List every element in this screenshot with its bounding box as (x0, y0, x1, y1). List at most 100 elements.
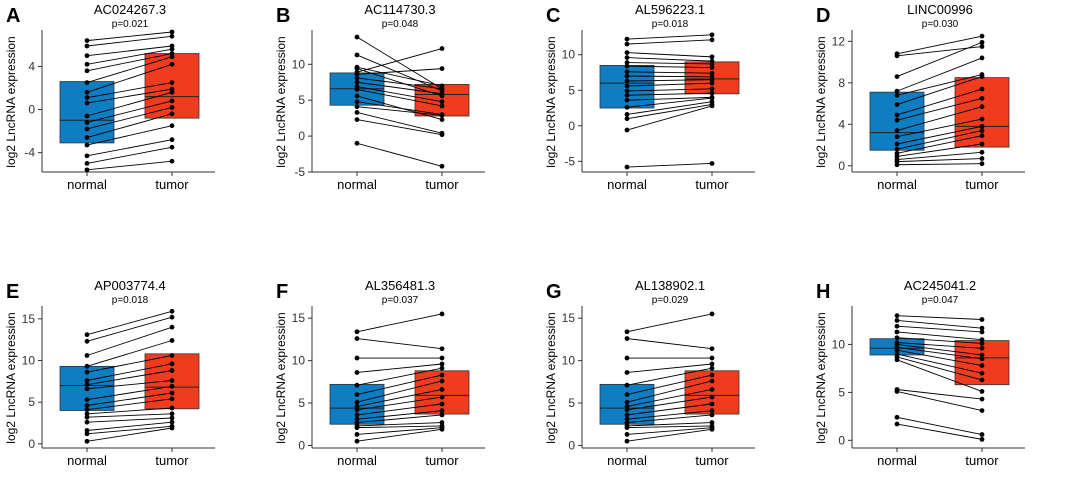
y-tick-label: 0 (28, 103, 35, 117)
tumor-point (439, 361, 445, 367)
y-tick-label: 0 (568, 119, 575, 133)
panel-g: G AL138902.1 p=0.029 log2 LncRNA expression… (544, 278, 755, 468)
pair-line (86, 82, 173, 99)
tumor-point (169, 396, 175, 402)
normal-point (624, 69, 630, 75)
pair-line (356, 374, 443, 395)
tumor-box (414, 370, 470, 415)
x-category-label: normal (607, 453, 647, 468)
pair-line (896, 88, 983, 116)
normal-point (894, 329, 900, 335)
normal-point (894, 357, 900, 363)
normal-point (624, 164, 630, 170)
normal-point (84, 167, 90, 173)
pair-line (356, 427, 443, 435)
tumor-point (439, 103, 445, 109)
y-tick-label: 0 (28, 437, 35, 451)
normal-point (84, 369, 90, 375)
pair-line (86, 417, 173, 423)
tumor-point (439, 355, 445, 361)
normal-point (84, 100, 90, 106)
tumor-point (439, 412, 445, 418)
normal-point (354, 79, 360, 85)
normal-point (894, 74, 900, 79)
normal-point (354, 420, 360, 425)
normal-point (84, 353, 90, 358)
normal-point (84, 68, 90, 74)
pair-line (356, 410, 443, 420)
panel-e: E AP003774.4 p=0.018 log2 LncRNA expression… (4, 278, 215, 468)
tumor-point (439, 394, 445, 400)
pair-line (86, 363, 173, 381)
normal-point (84, 135, 90, 140)
normal-point (894, 92, 900, 98)
normal-point (84, 338, 90, 344)
pair-line (626, 71, 713, 74)
pair-line (356, 77, 443, 90)
chart-title: AL356481.3 (365, 278, 435, 293)
tumor-point (979, 95, 985, 101)
pair-line (356, 68, 443, 75)
tumor-point (979, 352, 985, 358)
pair-line (626, 92, 713, 96)
normal-point (84, 153, 90, 159)
pair-line (86, 100, 173, 123)
normal-point (624, 416, 630, 422)
pair-line (356, 101, 443, 116)
y-tick-label: 15 (562, 311, 576, 325)
pair-line (86, 385, 173, 401)
normal-point (84, 89, 90, 95)
y-tick-label: 0 (838, 159, 845, 173)
pair-line (626, 428, 713, 442)
normal-point (84, 160, 90, 166)
normal-point (84, 142, 90, 148)
pair-line (896, 76, 983, 106)
pair-line (626, 396, 713, 411)
chart-title: AC114730.3 (364, 2, 435, 17)
normal-point (624, 83, 630, 89)
pair-line (86, 407, 173, 415)
tumor-point (979, 39, 985, 45)
pair-line (356, 36, 443, 90)
pair-line (86, 91, 173, 117)
pair-line (626, 75, 713, 78)
pair-line (896, 416, 983, 436)
tumor-point (709, 361, 715, 367)
normal-point (84, 419, 90, 425)
normal-point (354, 87, 360, 92)
pair-line (86, 35, 173, 47)
pair-line (626, 96, 713, 101)
normal-point (354, 336, 360, 341)
tumor-point (979, 55, 985, 61)
panel-letter: H (816, 281, 830, 303)
normal-point (624, 78, 630, 84)
tumor-point (979, 133, 985, 139)
normal-point (354, 52, 360, 58)
pair-line (86, 31, 173, 42)
pair-line (86, 398, 173, 411)
x-category-label: tumor (155, 177, 189, 192)
tumor-point (169, 111, 175, 117)
pair-line (896, 343, 983, 356)
tumor-point (709, 86, 715, 92)
tumor-point (169, 29, 175, 35)
normal-point (624, 382, 630, 388)
tumor-point (169, 378, 175, 383)
pair-line (896, 57, 983, 92)
pair-line (626, 97, 713, 108)
normal-point (354, 34, 360, 40)
normal-point (354, 412, 360, 418)
y-tick-label: 5 (838, 385, 845, 399)
y-tick-label: -5 (564, 154, 575, 168)
tumor-point (709, 80, 715, 86)
x-category-label: normal (67, 177, 107, 192)
normal-point (624, 407, 630, 413)
tumor-point (439, 66, 445, 72)
normal-point (894, 318, 900, 323)
y-tick-label: 5 (568, 396, 575, 410)
tumor-point (709, 95, 715, 101)
x-category-label: tumor (965, 177, 999, 192)
normal-point (894, 88, 900, 94)
pair-line (896, 342, 983, 349)
